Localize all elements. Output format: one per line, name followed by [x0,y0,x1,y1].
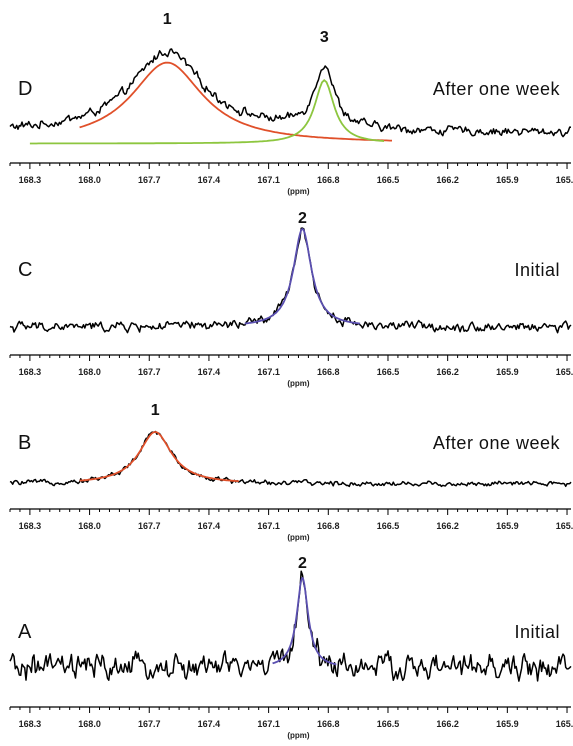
tick-label: 166.5 [377,719,400,729]
peak-label: 1 [163,11,172,28]
panel-a: 168.3 168.0 167.7 167.4 167.1 166.8 166.5 166.2… [9,555,573,740]
tick-label: 165.6 [556,175,573,185]
panel-b: 168.3 168.0 167.7 167.4 167.1 166.8 166.5 166.2… [9,402,573,542]
tick-label: 166.2 [436,521,459,531]
panel-caption: Initial [514,622,560,642]
tick-label: 167.7 [138,175,161,185]
tick-label: 165.9 [496,719,519,729]
panel-letter: A [18,621,32,643]
tick-label: 167.7 [138,719,161,729]
tick-label: 167.1 [257,719,280,729]
tick-label: 168.3 [19,175,42,185]
x-axis-unit-label: (ppm) [287,187,310,196]
tick-label: 167.4 [198,521,221,531]
fit-curve-peak-2 [244,227,361,325]
tick-label: 165.6 [556,719,573,729]
tick-label: 166.5 [377,521,400,531]
peak-label: 1 [151,402,160,419]
tick-label: 168.0 [78,175,101,185]
tick-label: 167.4 [198,719,221,729]
tick-label: 166.2 [436,719,459,729]
panel-c: 168.3 168.0 167.7 167.4 167.1 166.8 166.5 166.2… [9,210,573,388]
fit-curve-peak-3 [29,78,385,145]
tick-label: 166.8 [317,521,340,531]
tick-label: 167.1 [257,175,280,185]
tick-label: 168.0 [78,367,101,377]
peak-label: 2 [298,555,307,572]
tick-label: 168.3 [19,521,42,531]
tick-label: 165.6 [556,521,573,531]
tick-label: 168.0 [78,521,101,531]
peak-label: 3 [320,29,329,46]
fit-curve-peak-1 [79,61,392,142]
spectrum-trace [9,48,572,138]
tick-label: 167.1 [257,521,280,531]
tick-label: 166.5 [377,175,400,185]
panel-letter: D [18,78,32,100]
x-axis-unit-label: (ppm) [287,731,310,740]
fit-curve-peak-1 [79,431,239,483]
tick-label: 166.5 [377,367,400,377]
panel-caption: After one week [433,79,561,99]
tick-label: 165.9 [496,367,519,377]
spectrum-trace [9,570,572,682]
tick-label: 167.4 [198,367,221,377]
x-axis-unit-label: (ppm) [287,533,310,542]
panel-letter: C [18,259,32,281]
tick-label: 168.3 [19,719,42,729]
panel-d: 168.3 168.0 167.7 167.4 167.1 166.8 166.5 166.2… [9,11,573,196]
panel-caption: Initial [514,260,560,280]
peak-label: 2 [298,210,307,227]
tick-label: 167.7 [138,367,161,377]
tick-label: 166.2 [436,367,459,377]
tick-label: 166.8 [317,719,340,729]
tick-label: 165.9 [496,175,519,185]
tick-label: 168.3 [19,367,42,377]
x-axis-unit-label: (ppm) [287,379,310,388]
fit-curve-peak-2 [272,576,337,666]
tick-label: 167.7 [138,521,161,531]
tick-label: 166.8 [317,367,340,377]
tick-label: 168.0 [78,719,101,729]
panel-letter: B [18,432,31,454]
panel-caption: After one week [433,433,561,453]
tick-label: 165.6 [556,367,573,377]
tick-label: 165.9 [496,521,519,531]
tick-label: 166.2 [436,175,459,185]
tick-label: 166.8 [317,175,340,185]
tick-label: 167.1 [257,367,280,377]
tick-label: 167.4 [198,175,221,185]
